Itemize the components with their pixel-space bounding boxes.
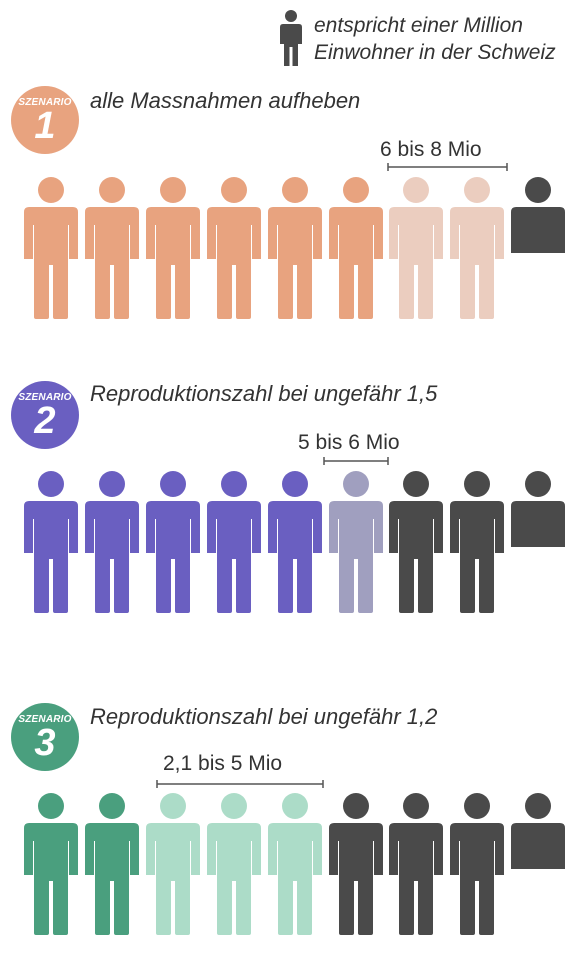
legend-line-1: entspricht einer Million — [314, 14, 523, 37]
scenario-badge: SZENARIO 3 — [11, 703, 79, 771]
badge-label: SZENARIO — [18, 392, 72, 403]
range-label: 5 bis 6 Mio — [298, 431, 400, 454]
badge-number: 1 — [34, 105, 56, 147]
scenario-title: alle Massnahmen aufheben — [90, 88, 361, 113]
badge-number: 3 — [34, 722, 56, 764]
scenario-badge: SZENARIO 1 — [11, 86, 79, 154]
range-label: 6 bis 8 Mio — [380, 138, 482, 161]
badge-label: SZENARIO — [18, 714, 72, 725]
legend-line-2: Einwohner in der Schweiz — [314, 41, 556, 64]
person-icon — [280, 10, 302, 66]
badge-number: 2 — [34, 400, 56, 442]
legend-text: entspricht einer Million Einwohner in de… — [314, 12, 556, 66]
badge-label: SZENARIO — [18, 97, 72, 108]
scenario-badge: SZENARIO 2 — [11, 381, 79, 449]
range-label: 2,1 bis 5 Mio — [163, 752, 283, 775]
scenario-title: Reproduktionszahl bei ungefähr 1,2 — [90, 704, 438, 729]
legend: entspricht einer Million Einwohner in de… — [280, 8, 580, 68]
scenario-title: Reproduktionszahl bei ungefähr 1,5 — [90, 381, 438, 406]
